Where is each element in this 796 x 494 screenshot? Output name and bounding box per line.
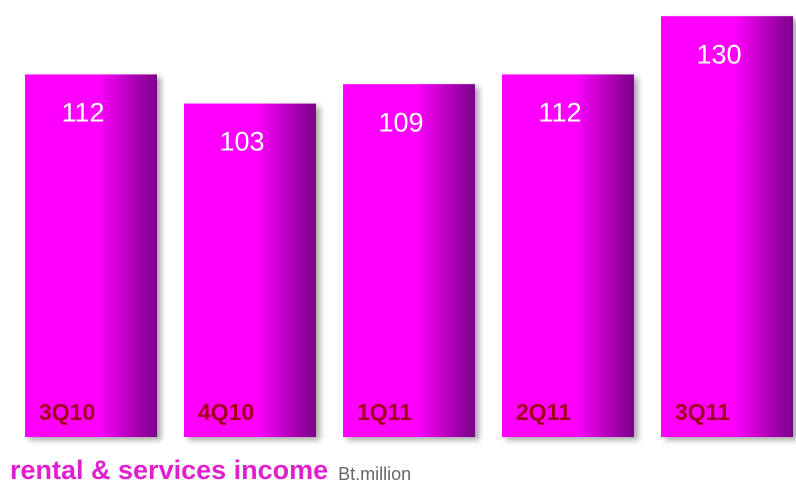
x-tick-label: 3Q11	[675, 399, 730, 425]
bar	[343, 84, 475, 437]
data-label: 112	[538, 98, 581, 128]
x-tick-label: 2Q11	[516, 399, 571, 425]
data-label: 112	[61, 98, 104, 128]
bar	[661, 16, 793, 438]
bar	[502, 74, 634, 438]
bar	[25, 74, 157, 438]
chart-title: rental & services income	[10, 455, 328, 485]
unit-label: Bt.million	[338, 464, 411, 484]
data-label: 109	[378, 107, 423, 137]
x-tick-label: 4Q10	[198, 399, 254, 425]
x-tick-label: 1Q11	[357, 399, 412, 425]
bar	[184, 103, 316, 438]
x-tick-label: 3Q10	[39, 399, 95, 425]
data-label: 103	[219, 127, 264, 157]
data-label: 130	[696, 39, 741, 69]
